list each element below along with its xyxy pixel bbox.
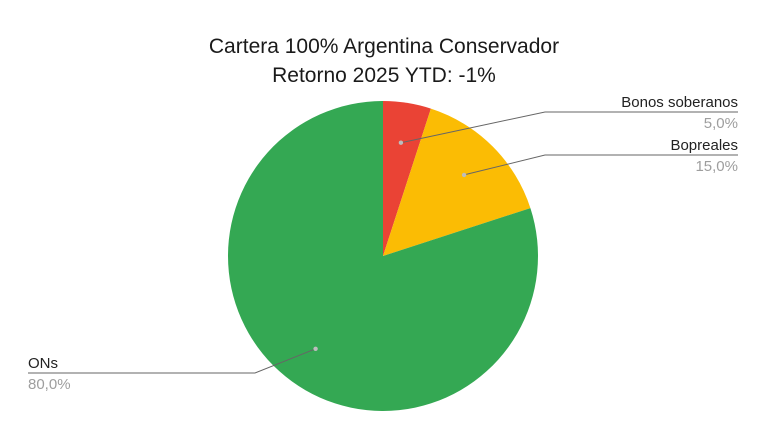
slice-labels: Bonos soberanos 5,0% Bopreales 15,0% ONs 80,0… — [28, 94, 738, 393]
pie-slices — [227, 101, 538, 411]
slice-value-bonos-soberanos: 5,0% — [704, 115, 738, 132]
slice-value-ons: 80,0% — [28, 376, 71, 393]
pie-slice-ons[interactable] — [227, 101, 538, 411]
pie-slice-bopreales[interactable] — [383, 108, 531, 256]
pie-slice-bonos-soberanos[interactable] — [383, 101, 431, 256]
slice-leader-lines — [28, 111, 738, 374]
leader-line-bonos-soberanos — [400, 111, 738, 144]
slice-value-bopreales: 15,0% — [695, 158, 738, 175]
leader-dot-bopreales — [461, 172, 467, 178]
leader-dot-ons — [313, 346, 318, 351]
slice-label-bopreales: Bopreales — [670, 137, 738, 154]
leader-line-bopreales — [463, 154, 738, 176]
leader-dot-bonos-soberanos — [398, 140, 404, 145]
chart-subtitle: Retorno 2025 YTD: -1% — [272, 64, 496, 87]
slice-label-ons: ONs — [28, 355, 58, 372]
chart-title: Cartera 100% Argentina Conservador — [209, 35, 559, 58]
slice-label-bonos-soberanos: Bonos soberanos — [621, 94, 738, 111]
leader-line-ons — [28, 348, 316, 374]
